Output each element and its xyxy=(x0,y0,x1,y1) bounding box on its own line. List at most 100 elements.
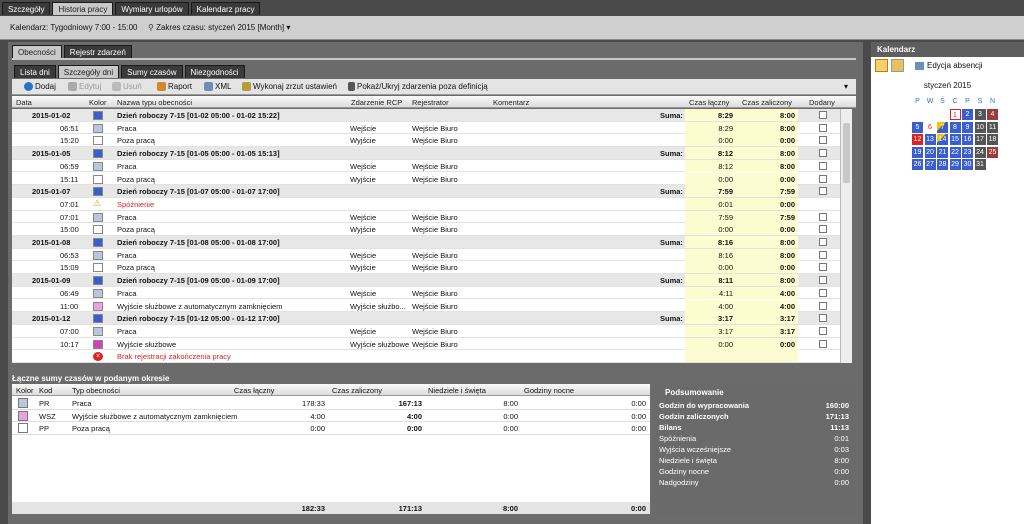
added-checkbox[interactable] xyxy=(819,136,827,145)
calendar-day[interactable]: 28 xyxy=(937,159,948,170)
table-row[interactable]: 15:00 Poza pracą Wyjście Wejście Biuro 0:00 0… xyxy=(12,223,840,236)
calendar-day[interactable]: 20 xyxy=(924,146,936,158)
range-dropdown[interactable]: ⚲ Zakres czasu: styczeń 2015 [Month] ▾ xyxy=(148,23,291,32)
sum-col-kod[interactable]: Kod xyxy=(39,386,53,395)
edit-absence-button[interactable]: Edycja absencji xyxy=(915,61,983,70)
table-row[interactable]: 07:00 Praca Wejście Wejście Biuro 3:17 3:17 xyxy=(12,324,840,338)
table-row[interactable]: 15:11 Poza pracą Wyjście Wejście Biuro 0:00 0… xyxy=(12,172,840,186)
xml-button[interactable]: XML xyxy=(204,82,231,91)
added-checkbox[interactable] xyxy=(819,301,827,310)
calendar-day[interactable]: 7 xyxy=(937,121,948,133)
col-czas-laczny[interactable]: Czas łączny xyxy=(689,98,730,107)
sum-col-kolor[interactable]: Kolor xyxy=(16,386,34,395)
tab-obecnosci[interactable]: Obecności xyxy=(12,45,62,58)
table-row[interactable]: 06:49 Praca Wejście Wejście Biuro 4:11 4:00 xyxy=(12,286,840,300)
table-row[interactable]: 06:53 Praca Wejście Wejście Biuro 8:16 8:00 xyxy=(12,248,840,262)
col-komentarz[interactable]: Komentarz xyxy=(493,98,530,107)
calendar-list-icon[interactable] xyxy=(891,59,904,72)
tab-kalendarz-pracy[interactable]: Kalendarz pracy xyxy=(190,2,261,15)
tab-lista-dni[interactable]: Lista dni xyxy=(14,65,56,78)
tab-niezgodnosci[interactable]: Niezgodności xyxy=(184,65,245,78)
table-row[interactable]: × Brak rejestracji zakończenia pracy xyxy=(12,350,840,363)
calendar-day[interactable]: 26 xyxy=(912,159,923,170)
added-checkbox[interactable] xyxy=(819,123,827,132)
toolbar-menu-icon[interactable]: ▾ xyxy=(844,82,849,91)
added-checkbox[interactable] xyxy=(819,326,827,335)
calendar-day[interactable]: 15 xyxy=(949,134,961,145)
tab-rejestr-zdarzen[interactable]: Rejestr zdarzeń xyxy=(63,45,132,58)
added-checkbox[interactable] xyxy=(819,314,827,323)
added-checkbox[interactable] xyxy=(819,161,827,170)
tab-sumy-czasow[interactable]: Sumy czasów xyxy=(121,65,183,78)
summary-row[interactable]: PP Poza pracą 0:00 0:00 0:00 0:00 xyxy=(12,422,650,435)
tab-historia-pracy[interactable]: Historia pracy xyxy=(52,2,114,15)
sum-col-zaliczony[interactable]: Czas zaliczony xyxy=(332,386,383,395)
table-row[interactable]: 15:20 Poza pracą Wyjście Wejście Biuro 0:00 0… xyxy=(12,134,840,148)
table-row[interactable]: 15:09 Poza pracą Wyjście Wejście Biuro 0:00 0… xyxy=(12,261,840,275)
calendar-day[interactable]: 22 xyxy=(949,146,961,158)
toggle-events-button[interactable]: Pokaż/Ukryj zdarzenia poza definicją xyxy=(348,82,488,91)
calendar-day[interactable]: 29 xyxy=(949,159,961,170)
summary-row[interactable]: WSZ Wyjście służbowe z automatycznym zamk… xyxy=(12,410,650,422)
col-kolor[interactable]: Kolor xyxy=(89,98,107,107)
sum-col-typ[interactable]: Typ obecności xyxy=(72,386,120,395)
calendar-day[interactable]: 8 xyxy=(949,121,961,133)
calendar-day[interactable]: 5 xyxy=(912,121,923,133)
calendar-day[interactable]: 16 xyxy=(962,134,973,145)
table-row[interactable]: 2015-01-12 Dzień roboczy 7-15 [01-12 05:0… xyxy=(12,312,840,325)
added-checkbox[interactable] xyxy=(819,250,827,259)
calendar-day[interactable]: 4 xyxy=(987,109,998,120)
tab-szczegoly-dni[interactable]: Szczegóły dni xyxy=(57,65,120,78)
calendar-view-icon[interactable] xyxy=(875,59,888,72)
calendar-day[interactable]: 18 xyxy=(987,134,998,145)
calendar-day[interactable]: 11 xyxy=(987,121,998,133)
calendar-day[interactable]: 27 xyxy=(924,159,936,170)
added-checkbox[interactable] xyxy=(819,187,827,196)
table-row[interactable]: 2015-01-05 Dzień roboczy 7-15 [01-05 05:0… xyxy=(12,147,840,160)
calendar-day[interactable]: 31 xyxy=(974,159,986,170)
calendar-day[interactable]: 6 xyxy=(924,121,936,133)
calendar-day[interactable]: 23 xyxy=(962,146,973,158)
sum-col-laczny[interactable]: Czas łączny xyxy=(234,386,275,395)
col-dodany[interactable]: Dodany xyxy=(809,98,835,107)
sum-col-nocne[interactable]: Godziny nocne xyxy=(524,386,575,395)
col-nazwa[interactable]: Nazwa typu obecności xyxy=(117,98,193,107)
calendar-day[interactable]: 14 xyxy=(937,134,948,145)
col-czas-zaliczony[interactable]: Czas zaliczony xyxy=(742,98,793,107)
added-checkbox[interactable] xyxy=(819,276,827,285)
table-row[interactable]: 07:01 Praca Wejście Wejście Biuro 7:59 7:59 xyxy=(12,210,840,224)
calendar-day[interactable]: 2 xyxy=(962,109,973,120)
scroll-thumb[interactable] xyxy=(843,123,850,183)
delete-button[interactable]: Usuń xyxy=(112,82,142,91)
calendar-day[interactable]: 10 xyxy=(974,121,986,133)
calendar-day[interactable]: 9 xyxy=(962,121,973,133)
table-row[interactable]: 06:59 Praca Wejście Wejście Biuro 8:12 8:00 xyxy=(12,159,840,173)
calendar-day[interactable]: 13 xyxy=(924,134,936,145)
col-rejestrator[interactable]: Rejestrator xyxy=(412,98,449,107)
table-row[interactable]: 11:00 Wyjście służbowe z automatycznym za… xyxy=(12,299,840,313)
added-checkbox[interactable] xyxy=(819,263,827,272)
calendar-day[interactable]: 25 xyxy=(987,146,998,158)
added-checkbox[interactable] xyxy=(819,174,827,183)
added-checkbox[interactable] xyxy=(819,288,827,297)
col-data[interactable]: Data xyxy=(16,98,32,107)
summary-row[interactable]: PR Praca 178:33 167:13 8:00 0:00 xyxy=(12,397,650,410)
added-checkbox[interactable] xyxy=(819,149,827,158)
edit-button[interactable]: Edytuj xyxy=(68,82,101,91)
added-checkbox[interactable] xyxy=(819,111,827,119)
calendar-day[interactable]: 3 xyxy=(974,109,986,120)
added-checkbox[interactable] xyxy=(819,238,827,246)
tab-wymiary-urlopow[interactable]: Wymiary urlopów xyxy=(115,2,189,15)
calendar-day[interactable]: 30 xyxy=(962,159,973,170)
report-button[interactable]: Raport xyxy=(157,82,192,91)
grid-scrollbar[interactable] xyxy=(840,109,852,363)
added-checkbox[interactable] xyxy=(819,212,827,221)
table-row[interactable]: 2015-01-08 Dzień roboczy 7-15 [01-08 05:0… xyxy=(12,236,840,249)
calendar-day[interactable]: 12 xyxy=(912,134,923,145)
table-row[interactable]: 2015-01-02 Dzień roboczy 7-15 [01-02 05:0… xyxy=(12,109,840,122)
sum-col-niedziele[interactable]: Niedziele i święta xyxy=(428,386,486,395)
table-row[interactable]: 10:17 Wyjście służbowe Wyjście służbowe Wej… xyxy=(12,337,840,351)
calendar-day[interactable]: 17 xyxy=(974,134,986,145)
snapshot-button[interactable]: Wykonaj zrzut ustawień xyxy=(242,82,337,91)
calendar-day[interactable]: 19 xyxy=(912,146,923,158)
